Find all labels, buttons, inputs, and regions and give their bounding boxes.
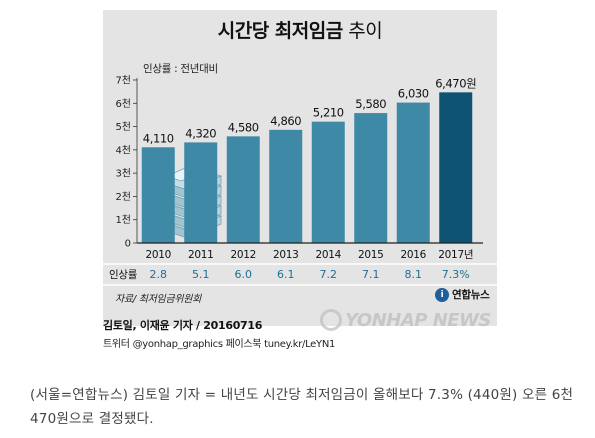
bar-value-label: 5,580 bbox=[355, 97, 386, 111]
yonhap-logo: i 연합뉴스 bbox=[435, 287, 490, 302]
rate-value: 6.1 bbox=[277, 268, 295, 281]
watermark-icon bbox=[320, 309, 342, 331]
y-tick-label: 6천 bbox=[115, 98, 131, 110]
bar-value-label: 5,210 bbox=[313, 106, 344, 120]
chart-title: 시간당 최저임금 추이 bbox=[103, 16, 497, 43]
yonhap-logo-text: 연합뉴스 bbox=[452, 289, 490, 301]
x-tick-label: 2016 bbox=[400, 249, 426, 261]
x-tick-label: 2014 bbox=[315, 249, 341, 261]
bar bbox=[226, 136, 260, 243]
bar bbox=[269, 129, 303, 243]
chart-panel: 시간당 최저임금 추이 인상률 : 전년대비 0 1천 2천 3천 4천 5천 6천 7천 4,1… bbox=[103, 10, 497, 326]
rate-value: 7.2 bbox=[320, 268, 338, 281]
rate-value: 2.8 bbox=[150, 268, 168, 281]
rate-value: 5.1 bbox=[192, 268, 210, 281]
article-caption: (서울=연합뉴스) 김토일 기자 = 내년도 시간당 최저임금이 올해보다 7.… bbox=[30, 387, 574, 427]
bar bbox=[311, 121, 345, 243]
chart-title-main: 시간당 최저임금 bbox=[217, 20, 343, 42]
social-links: 트위터 @yonhap_graphics 페이스북 tuney.kr/LeYN1 bbox=[103, 339, 336, 350]
y-tick-label: 5천 bbox=[115, 121, 131, 133]
rate-value: 8.1 bbox=[405, 268, 423, 281]
source-note: 자료/ 최저임금위원회 bbox=[115, 294, 202, 305]
bar bbox=[354, 113, 388, 244]
x-tick-label: 2013 bbox=[273, 249, 299, 261]
y-tick-label: 2천 bbox=[115, 191, 131, 203]
watermark-text: YONHAP NEWS bbox=[345, 309, 491, 331]
y-tick-label: 0 bbox=[125, 239, 131, 250]
x-tick-label: 2017년 bbox=[438, 249, 473, 261]
chart-subtitle: 인상률 : 전년대비 bbox=[143, 63, 218, 75]
bar-chart: 인상률 : 전년대비 0 1천 2천 3천 4천 5천 6천 7천 4,110 2010 4,320 2… bbox=[103, 63, 497, 286]
x-tick-label: 2011 bbox=[188, 249, 214, 261]
x-tick-label: 2012 bbox=[230, 249, 256, 261]
bar-value-label: 4,320 bbox=[185, 126, 216, 140]
y-tick-label: 3천 bbox=[115, 168, 131, 180]
y-tick-label: 4천 bbox=[115, 144, 131, 156]
rate-row-label: 인상률 bbox=[109, 269, 138, 281]
byline: 김토일, 이재윤 기자 / 20160716 bbox=[103, 319, 263, 332]
bar-value-label: 6,030 bbox=[398, 87, 429, 101]
x-tick-label: 2015 bbox=[358, 249, 384, 261]
watermark: YONHAP NEWS bbox=[320, 309, 491, 331]
bar bbox=[396, 102, 430, 243]
infographic: 시간당 최저임금 추이 인상률 : 전년대비 0 1천 2천 3천 4천 5천 6천 7천 4,1… bbox=[95, 10, 497, 368]
yonhap-logo-icon: i bbox=[435, 287, 449, 302]
rate-value: 7.3% bbox=[442, 268, 470, 281]
y-tick-label: 7천 bbox=[115, 75, 131, 87]
y-tick-label: 1천 bbox=[115, 214, 131, 226]
bar bbox=[439, 92, 473, 243]
bar bbox=[141, 147, 175, 243]
bar-value-label: 4,860 bbox=[270, 114, 301, 128]
bar-value-label: 4,110 bbox=[143, 131, 174, 145]
x-tick-label: 2010 bbox=[145, 249, 171, 261]
chart-title-suffix: 추이 bbox=[348, 20, 383, 42]
bar bbox=[184, 142, 218, 243]
rate-value: 6.0 bbox=[235, 268, 253, 281]
bar-value-label: 6,470원 bbox=[435, 76, 476, 90]
rate-value: 7.1 bbox=[362, 268, 380, 281]
bar-value-label: 4,580 bbox=[228, 120, 259, 134]
